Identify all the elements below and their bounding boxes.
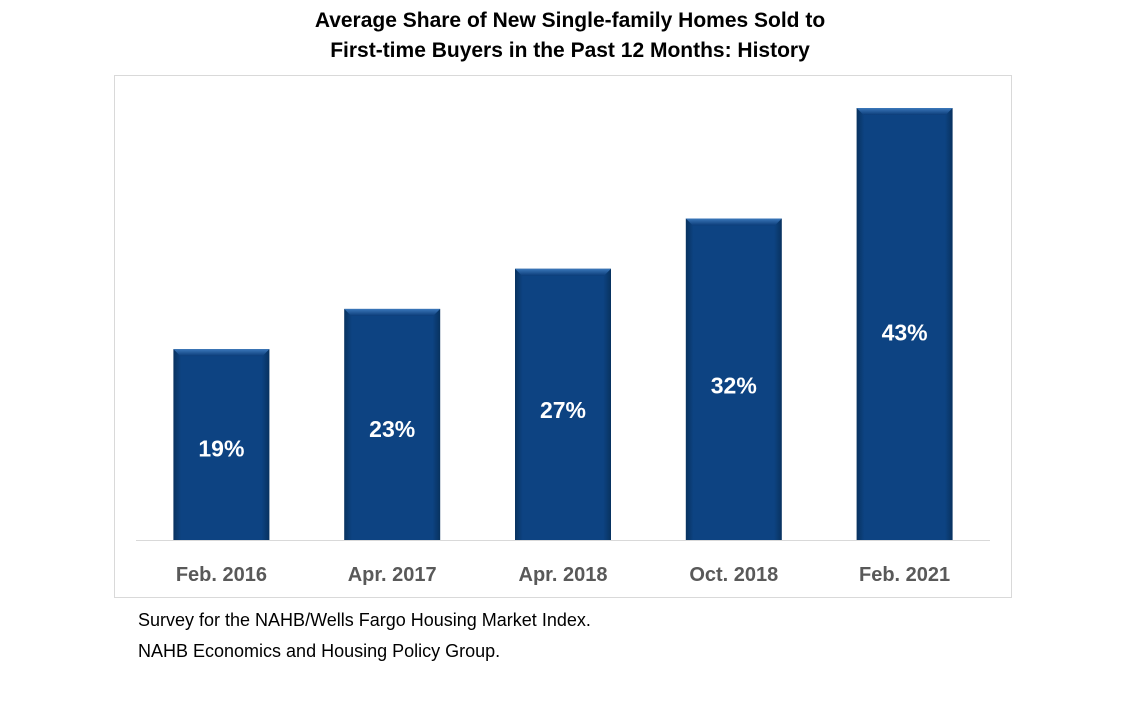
bar-bevel	[173, 349, 269, 356]
x-tick-label-4: Oct. 2018	[689, 564, 778, 586]
data-label-1: 19%	[198, 435, 244, 461]
data-label-3: 27%	[540, 397, 586, 423]
data-label-2: 23%	[369, 416, 415, 442]
bars-layer	[173, 108, 952, 540]
data-label-4: 32%	[711, 373, 757, 399]
x-tick-label-2: Apr. 2017	[348, 564, 437, 586]
footnote-source: Survey for the NAHB/Wells Fargo Housing …	[138, 610, 591, 631]
bar-bevel	[857, 108, 953, 115]
x-tick-label-1: Feb. 2016	[176, 564, 267, 586]
data-label-5: 43%	[882, 320, 928, 346]
x-tick-label-5: Feb. 2021	[859, 564, 950, 586]
bar-bevel	[686, 219, 782, 226]
bar-bevel	[515, 269, 611, 276]
bar-bevel	[344, 309, 440, 316]
x-tick-label-3: Apr. 2018	[519, 564, 608, 586]
footnote-credit: NAHB Economics and Housing Policy Group.	[138, 641, 500, 662]
